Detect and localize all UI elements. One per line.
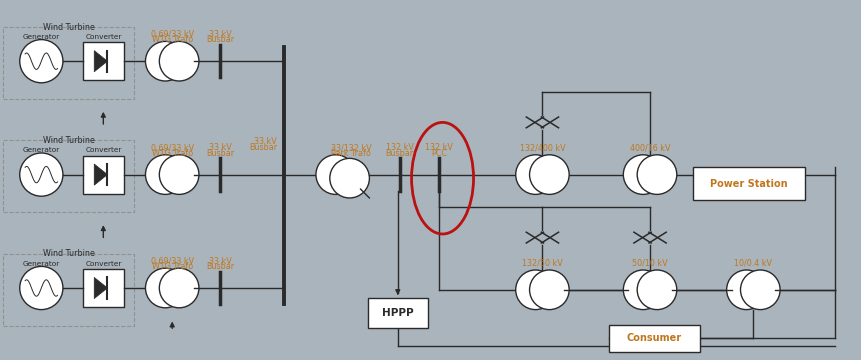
Ellipse shape — [159, 155, 199, 194]
Ellipse shape — [159, 41, 199, 81]
Bar — [3, 254, 134, 326]
Text: Busbar: Busbar — [249, 143, 277, 152]
Bar — [693, 167, 805, 200]
Text: 10/0.4 kV: 10/0.4 kV — [734, 258, 772, 267]
Bar — [3, 27, 134, 99]
Bar — [83, 269, 124, 307]
Text: Busbar: Busbar — [207, 262, 234, 271]
Ellipse shape — [516, 270, 555, 310]
Text: WTG Trafo: WTG Trafo — [152, 262, 193, 271]
Bar — [83, 42, 124, 80]
Text: WTG Trafo: WTG Trafo — [152, 149, 193, 158]
Ellipse shape — [20, 266, 63, 310]
Text: 132 kV: 132 kV — [425, 143, 453, 152]
Ellipse shape — [623, 270, 663, 310]
Text: 50/10 kV: 50/10 kV — [632, 258, 668, 267]
Ellipse shape — [516, 155, 555, 194]
Text: 132/400 kV: 132/400 kV — [520, 143, 565, 152]
Text: 0.69/33 kV: 0.69/33 kV — [151, 256, 194, 265]
Text: 132/50 kV: 132/50 kV — [522, 258, 563, 267]
Text: 33/132 kV: 33/132 kV — [331, 143, 372, 152]
Ellipse shape — [530, 155, 569, 194]
Text: Converter: Converter — [85, 147, 121, 153]
Bar — [3, 140, 134, 212]
Text: Park Trafo: Park Trafo — [331, 149, 371, 158]
Text: Generator: Generator — [22, 34, 60, 40]
Text: Converter: Converter — [85, 34, 121, 40]
Ellipse shape — [316, 155, 356, 194]
Ellipse shape — [637, 270, 677, 310]
Text: 33 kV: 33 kV — [255, 137, 277, 146]
Text: Power Station: Power Station — [710, 179, 788, 189]
Text: Converter: Converter — [85, 261, 121, 266]
Text: PCC: PCC — [431, 149, 447, 158]
Text: 33 kV: 33 kV — [209, 256, 232, 265]
Text: Wind Turbine: Wind Turbine — [43, 22, 95, 31]
Text: Busbar: Busbar — [386, 149, 413, 158]
Ellipse shape — [146, 155, 185, 194]
Ellipse shape — [146, 41, 185, 81]
Text: 132 kV: 132 kV — [386, 143, 413, 152]
Ellipse shape — [330, 158, 369, 198]
Polygon shape — [94, 164, 108, 185]
Text: Wind Turbine: Wind Turbine — [43, 136, 95, 145]
Ellipse shape — [146, 268, 185, 308]
Text: 33 kV: 33 kV — [209, 143, 232, 152]
Bar — [83, 156, 124, 194]
Text: 400/16 kV: 400/16 kV — [629, 143, 671, 152]
Text: Wind Turbine: Wind Turbine — [43, 249, 95, 258]
Ellipse shape — [623, 155, 663, 194]
Ellipse shape — [727, 270, 766, 310]
Text: Busbar: Busbar — [207, 35, 234, 44]
Text: 0.69/33 kV: 0.69/33 kV — [151, 143, 194, 152]
Ellipse shape — [159, 268, 199, 308]
Ellipse shape — [740, 270, 780, 310]
Text: HPPP: HPPP — [382, 308, 413, 318]
Polygon shape — [94, 51, 108, 72]
Ellipse shape — [20, 153, 63, 196]
Text: WTG Trafo: WTG Trafo — [152, 35, 193, 44]
Ellipse shape — [637, 155, 677, 194]
Text: Consumer: Consumer — [627, 333, 682, 343]
Ellipse shape — [530, 270, 569, 310]
Text: 33 kV: 33 kV — [209, 30, 232, 39]
Text: Generator: Generator — [22, 147, 60, 153]
Text: Busbar: Busbar — [207, 149, 234, 158]
Polygon shape — [94, 278, 108, 298]
Ellipse shape — [20, 40, 63, 83]
Bar — [610, 325, 699, 352]
Bar — [368, 298, 428, 328]
Text: 0.69/33 kV: 0.69/33 kV — [151, 30, 194, 39]
Text: Generator: Generator — [22, 261, 60, 266]
